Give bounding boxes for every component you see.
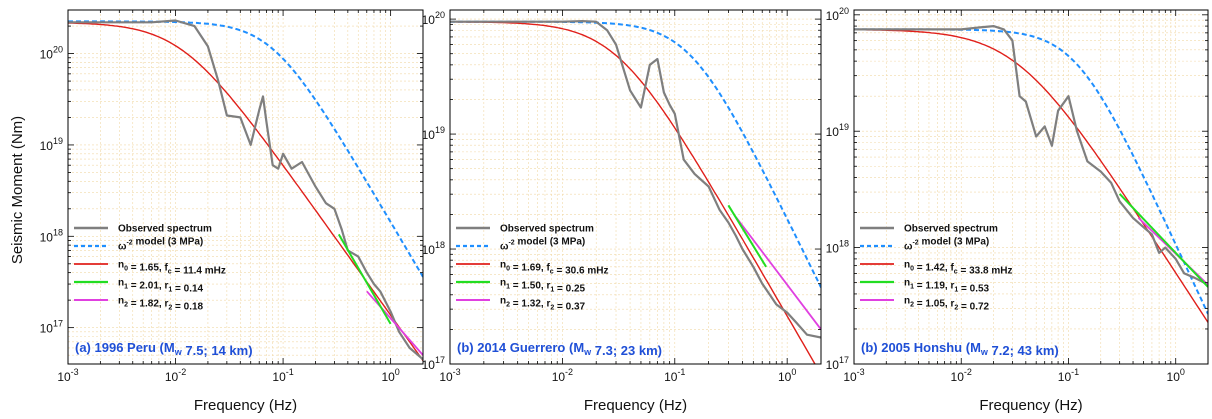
y-tick-label: 1017 <box>826 355 849 372</box>
plot-frame <box>449 9 822 365</box>
legend-item: Observed spectrum <box>500 224 594 235</box>
series-line-omega2 <box>854 28 1208 315</box>
y-axis-label: Seismic Moment (Nm) <box>9 116 26 264</box>
x-tick-label: 100 <box>1167 367 1185 384</box>
panel-label: (b) 2014 Guerrero (Mw 7.3; 23 km) <box>457 340 662 358</box>
y-tick-label: 1020 <box>422 10 445 27</box>
chart-panel-2: 10-3 10-2 10-1 100 1017 1018 1019 1020 Frequency… <box>422 9 822 414</box>
legend-item: n0 = 1.42, fc = 33.8 mHz <box>904 260 1012 277</box>
series-line-omega2 <box>450 20 821 288</box>
y-tick-label: 1019 <box>40 136 63 153</box>
x-tick-label: 100 <box>778 367 796 384</box>
plot-frame <box>67 9 424 365</box>
x-tick-label: 10-3 <box>57 367 78 384</box>
legend-item: n2 = 1.05, r2 = 0.72 <box>904 296 990 313</box>
x-axis-label: Frequency (Hz) <box>584 397 687 414</box>
series-line-n1 <box>337 233 392 325</box>
legend-item: ω-2 model (3 MPa) <box>904 237 989 253</box>
y-tick-label: 1018 <box>422 240 445 257</box>
x-axis-label: Frequency (Hz) <box>194 397 297 414</box>
y-tick-label: 1018 <box>826 239 849 256</box>
series-line-n2 <box>366 290 423 356</box>
grid <box>449 10 822 365</box>
legend: Observed spectrum ω-2 model (3 MPa) n0 = 1… <box>456 224 608 313</box>
series-line-n1 <box>727 204 767 268</box>
x-tick-label: 100 <box>381 367 399 384</box>
chart-panel-3: 10-3 10-2 10-1 100 1017 1018 1019 1020 Frequency… <box>826 6 1209 414</box>
legend-item: n1 = 1.50, r1 = 0.25 <box>500 278 586 295</box>
series-line-n0 <box>450 21 816 364</box>
series-line-observed <box>68 19 423 361</box>
legend: Observed spectrum ω-2 model (3 MPa) n0 = 1… <box>74 224 226 313</box>
x-tick-label: 10-2 <box>552 367 573 384</box>
legend-item: n2 = 1.82, r2 = 0.18 <box>118 296 204 313</box>
y-tick-label: 1019 <box>422 125 445 142</box>
x-tick-label: 10-1 <box>272 367 293 384</box>
y-tick-label: 1018 <box>40 227 63 244</box>
y-tick-label: 1017 <box>40 319 63 336</box>
legend-item: ω-2 model (3 MPa) <box>118 237 203 253</box>
y-tick-label: 1017 <box>422 355 445 372</box>
legend: Observed spectrum ω-2 model (3 MPa) n0 = 1… <box>860 224 1012 313</box>
grid <box>853 10 1209 365</box>
x-tick-label: 10-2 <box>951 367 972 384</box>
y-tick-label: 1020 <box>826 6 849 23</box>
x-axis-label: Frequency (Hz) <box>979 397 1082 414</box>
legend-item: n1 = 2.01, r1 = 0.14 <box>118 278 204 295</box>
x-tick-label: 10-1 <box>664 367 685 384</box>
panel-label: (b) 2005 Honshu (Mw 7.2; 43 km) <box>861 340 1059 358</box>
series-line-observed <box>854 25 1208 286</box>
legend-item: n1 = 1.19, r1 = 0.53 <box>904 278 990 295</box>
x-tick-label: 10-2 <box>165 367 186 384</box>
panel-label: (a) 1996 Peru (Mw 7.5; 14 km) <box>75 340 253 358</box>
x-tick-label: 10-1 <box>1058 367 1079 384</box>
legend-item: Observed spectrum <box>904 224 998 235</box>
x-tick-label: 10-3 <box>439 367 460 384</box>
legend-item: ω-2 model (3 MPa) <box>500 237 585 253</box>
x-tick-label: 10-3 <box>843 367 864 384</box>
series-line-observed <box>450 20 821 339</box>
series-line-n2 <box>735 216 821 330</box>
chart-panel-1: 10-3 10-2 10-1 100 1017 1018 1019 1020 Frequency… <box>40 9 424 414</box>
y-tick-label: 1020 <box>40 45 63 62</box>
legend-item: Observed spectrum <box>118 224 212 235</box>
legend-item: n2 = 1.32, r2 = 0.37 <box>500 296 586 313</box>
legend-item: n0 = 1.65, fc = 11.4 mHz <box>118 260 226 277</box>
series-line-n1 <box>1118 193 1208 288</box>
legend-item: n0 = 1.69, fc = 30.6 mHz <box>500 260 608 277</box>
plot-frame <box>853 9 1209 365</box>
grid <box>67 9 424 365</box>
y-tick-label: 1019 <box>826 122 849 139</box>
